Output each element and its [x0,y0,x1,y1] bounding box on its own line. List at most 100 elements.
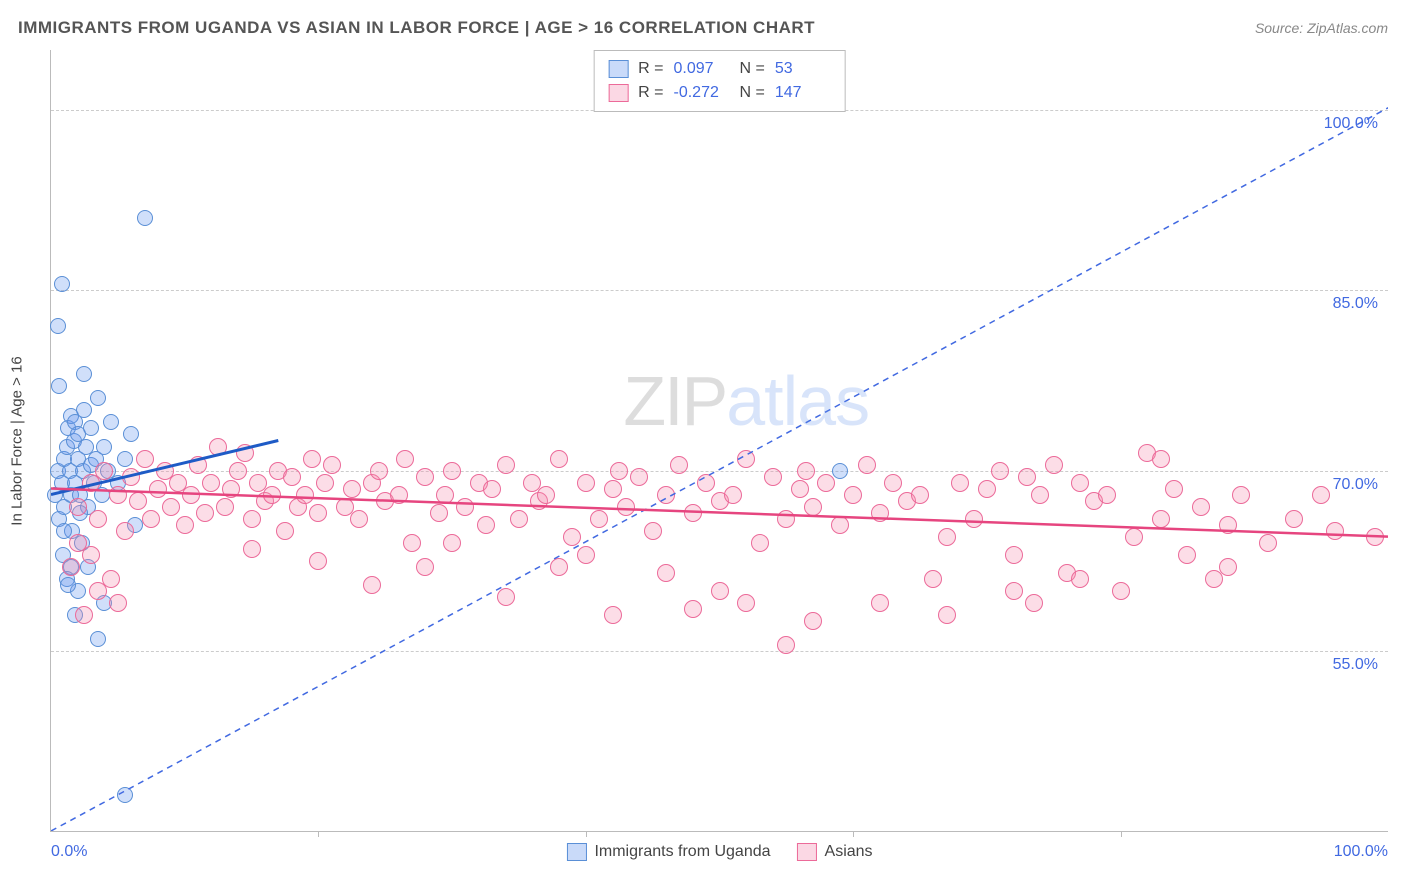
y-tick-label: 85.0% [1333,295,1378,313]
point-asians [350,510,368,528]
point-asians [483,480,501,498]
point-asians [550,558,568,576]
point-asians [363,576,381,594]
x-tick-mark [1121,831,1122,837]
point-asians [804,498,822,516]
point-asians [416,468,434,486]
point-uganda [90,631,106,647]
x-tick-mark [853,831,854,837]
point-asians [938,606,956,624]
point-asians [436,486,454,504]
point-asians [109,594,127,612]
point-asians [456,498,474,516]
point-uganda [123,426,139,442]
legend-n-label: N = [740,57,765,81]
point-asians [1152,510,1170,528]
point-asians [938,528,956,546]
point-uganda [137,210,153,226]
point-asians [122,468,140,486]
x-tick-mark [318,831,319,837]
point-asians [149,480,167,498]
point-asians [751,534,769,552]
point-asians [229,462,247,480]
point-asians [136,450,154,468]
watermark: ZIPatlas [623,361,869,441]
point-asians [196,504,214,522]
point-asians [1152,450,1170,468]
point-asians [697,474,715,492]
point-asians [858,456,876,474]
point-asians [236,444,254,462]
point-asians [791,480,809,498]
point-asians [657,486,675,504]
point-asians [443,462,461,480]
watermark-atlas: atlas [726,362,869,440]
point-asians [764,468,782,486]
point-asians [577,546,595,564]
point-asians [82,546,100,564]
point-uganda [51,378,67,394]
point-asians [316,474,334,492]
point-uganda [76,402,92,418]
x-tick-label: 100.0% [1334,843,1388,861]
point-asians [604,480,622,498]
point-asians [182,486,200,504]
point-asians [871,594,889,612]
legend-r-label2: R = [638,81,663,105]
point-asians [443,534,461,552]
title-bar: IMMIGRANTS FROM UGANDA VS ASIAN IN LABOR… [18,18,1388,38]
legend-row-uganda: R = 0.097 N = 53 [608,57,831,81]
point-asians [1178,546,1196,564]
point-asians [1071,474,1089,492]
point-asians [129,492,147,510]
point-asians [657,564,675,582]
x-tick-label: 0.0% [51,843,87,861]
point-asians [162,498,180,516]
point-asians [497,588,515,606]
point-asians [550,450,568,468]
chart-title: IMMIGRANTS FROM UGANDA VS ASIAN IN LABOR… [18,18,815,38]
legend-item-asians: Asians [797,843,873,861]
point-asians [724,486,742,504]
point-asians [142,510,160,528]
legend-series: Immigrants from Uganda Asians [566,843,872,861]
point-asians [610,462,628,480]
swatch-pink-icon2 [797,843,817,861]
swatch-pink-icon [608,84,628,102]
legend-item-uganda: Immigrants from Uganda [566,843,770,861]
point-uganda [60,577,76,593]
point-asians [951,474,969,492]
point-asians [75,606,93,624]
point-asians [1005,582,1023,600]
legend-label-asians: Asians [825,843,873,861]
point-asians [911,486,929,504]
point-asians [991,462,1009,480]
point-asians [604,606,622,624]
point-asians [1071,570,1089,588]
point-asians [644,522,662,540]
point-asians [1219,558,1237,576]
legend-r-value-uganda: 0.097 [674,57,730,81]
point-asians [817,474,835,492]
point-asians [670,456,688,474]
legend-correlation: R = 0.097 N = 53 R = -0.272 N = 147 [593,50,846,112]
point-asians [477,516,495,534]
gridline-h [51,471,1388,472]
point-asians [1112,582,1130,600]
point-uganda [50,318,66,334]
point-asians [777,636,795,654]
point-asians [303,450,321,468]
point-asians [630,468,648,486]
point-asians [497,456,515,474]
plot-area: In Labor Force | Age > 16 R = 0.097 N = … [50,50,1388,832]
point-asians [777,510,795,528]
point-asians [95,462,113,480]
point-asians [1366,528,1384,546]
point-asians [403,534,421,552]
point-asians [202,474,220,492]
point-asians [711,582,729,600]
y-axis-label: In Labor Force | Age > 16 [9,356,26,525]
point-asians [684,504,702,522]
point-asians [263,486,281,504]
x-tick-mark [586,831,587,837]
